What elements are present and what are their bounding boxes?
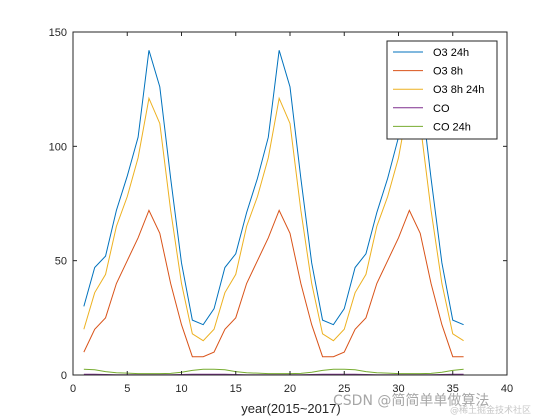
series-line-5	[83, 368, 464, 375]
x-tick-label: 0	[70, 383, 76, 395]
watermark-subtext: @稀土掘金技术社区	[450, 404, 531, 416]
axis-ticks: 0 5 10 15 20 25 30 35 40 0 50 100 150	[49, 27, 513, 395]
x-tick-label: 5	[124, 383, 130, 395]
x-tick-label: 20	[284, 383, 296, 395]
series-line-3	[83, 96, 464, 342]
y-tick-label: 0	[61, 370, 67, 382]
x-tick-label: 10	[175, 383, 187, 395]
series-line-2	[83, 209, 464, 358]
legend-label: O3 8h	[433, 66, 463, 78]
legend-label: CO 24h	[433, 121, 471, 133]
y-tick-label: 50	[55, 256, 67, 268]
y-tick-label: 100	[49, 141, 67, 153]
watermark-text: CSDN @简简单单做算法	[333, 392, 489, 409]
legend-box	[386, 40, 498, 140]
legend-label: O3 8h 24h	[433, 84, 484, 96]
x-tick-label: 35	[447, 383, 459, 395]
legend-label: O3 24h	[433, 47, 469, 59]
y-tick-label: 150	[49, 27, 67, 39]
x-tick-label: 30	[392, 383, 404, 395]
x-tick-label: 40	[501, 383, 513, 395]
x-axis-label: year(2015~2017)	[241, 401, 340, 416]
legend: O3 24h O3 8h O3 8h 24h CO CO 24h	[386, 40, 498, 140]
legend-label: CO	[433, 103, 450, 115]
x-tick-label: 25	[338, 383, 350, 395]
x-tick-label: 15	[230, 383, 242, 395]
